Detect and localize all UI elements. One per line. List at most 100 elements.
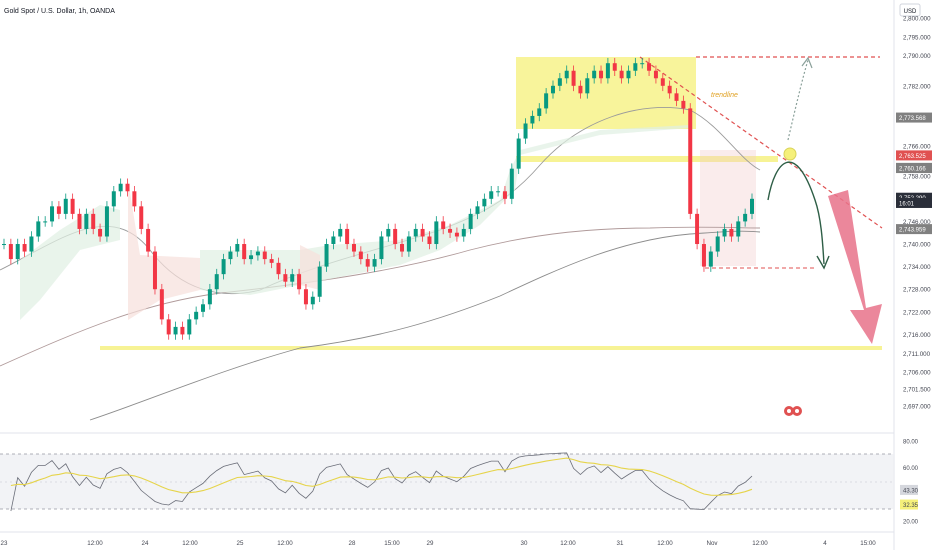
trend-band-left: [20, 205, 120, 320]
price-badge: [896, 150, 932, 161]
time-tick-label: 25: [237, 540, 244, 547]
candle-body: [640, 63, 645, 65]
time-tick-label: 15:00: [384, 540, 400, 547]
candle-body: [496, 191, 501, 193]
candle-body: [750, 198, 754, 214]
price-tick-label: 2,766.000: [903, 144, 931, 151]
drop-range-box: [700, 150, 756, 266]
candle-body: [173, 326, 178, 335]
price-tick-label: 2,706.000: [903, 370, 931, 377]
price-tick-label: 2,746.000: [903, 219, 931, 226]
candle-body: [413, 228, 418, 237]
candle-body: [104, 206, 109, 237]
candle-body: [242, 244, 247, 260]
candle-body: [509, 168, 514, 199]
candle-body: [207, 289, 212, 305]
time-tick-label: 12:00: [752, 540, 768, 547]
candle-body: [221, 259, 226, 275]
candle-body: [152, 251, 157, 290]
candle-body: [187, 319, 192, 335]
retest-point[interactable]: [783, 147, 797, 161]
price-badge: [896, 112, 932, 123]
trend-band-right: [300, 245, 320, 290]
price-badge-label: 2,763.525: [899, 154, 926, 160]
candle-body: [303, 289, 308, 305]
candle-body: [420, 228, 425, 237]
time-tick-label: 12:00: [87, 540, 103, 547]
candle-body: [550, 85, 555, 94]
candle-body: [708, 251, 713, 267]
rsi-tick-label: 80.00: [903, 440, 919, 446]
candle-body: [324, 244, 329, 267]
price-tick-label: 2,722.000: [903, 309, 931, 316]
candle-body: [454, 232, 459, 237]
candle-body: [235, 244, 240, 252]
candle-body: [468, 213, 473, 229]
candle-body: [722, 228, 727, 237]
currency-button[interactable]: USD: [899, 3, 921, 17]
candle-body: [22, 244, 27, 252]
time-tick-label: 30: [521, 540, 528, 547]
bullish-scenario-arrow[interactable]: [787, 59, 809, 141]
candle-body: [283, 274, 288, 282]
price-badges: 2,773.5682,763.5252,760.2142,760.1662,75…: [896, 112, 932, 235]
candle-body: [338, 228, 343, 237]
candle-body: [132, 191, 137, 207]
bearish-scenario-arrow[interactable]: [767, 161, 825, 265]
candle-body: [255, 251, 260, 256]
price-tick-label: 2,711.000: [903, 351, 931, 358]
price-tick-label: 2,740.000: [903, 242, 931, 249]
time-tick-label: Nov: [706, 540, 718, 547]
support-band-2712[interactable]: [100, 346, 882, 350]
candle-body: [84, 213, 89, 229]
time-tick-label: 4: [823, 540, 827, 547]
candle-body: [564, 70, 569, 79]
candle-body: [331, 236, 336, 245]
candle-body: [441, 221, 446, 229]
candle-body: [688, 108, 693, 214]
candle-body: [317, 266, 322, 297]
candle-body: [434, 221, 439, 245]
time-tick-label: 28: [349, 540, 356, 547]
rsi-tick-label: 20.00: [903, 520, 919, 526]
price-axis[interactable]: 2,800.0002,795.0002,790.0002,782.0002,77…: [903, 16, 931, 411]
candle-body: [139, 206, 144, 229]
price-tick-label: 2,728.000: [903, 287, 931, 294]
price-badge: [896, 224, 932, 235]
time-tick-label: 15:00: [860, 540, 876, 547]
price-tick-label: 2,800.000: [903, 16, 931, 23]
candle-body: [276, 262, 281, 275]
ma-mid-line: [89, 230, 761, 421]
candle-body: [98, 228, 103, 237]
candle-body: [63, 198, 68, 214]
price-tick-label: 2,758.000: [903, 174, 931, 181]
support-band-2760[interactable]: [516, 156, 778, 162]
large-down-arrow[interactable]: [828, 190, 882, 344]
time-tick-label: 12:00: [657, 540, 673, 547]
candle-body: [578, 85, 583, 94]
time-tick-label: 12:00: [182, 540, 198, 547]
candle-body: [502, 191, 507, 199]
candle-body: [379, 236, 384, 260]
candle-body: [585, 78, 590, 94]
candle-body: [249, 255, 254, 260]
candle-body: [427, 236, 432, 245]
candle-body: [228, 251, 233, 260]
time-axis[interactable]: 23 12:00 24 12:00 25 12:00 28 15:00 29 30 12:00 31 1…: [1, 540, 877, 547]
rsi-badge: [900, 484, 918, 495]
candle-body: [214, 274, 219, 290]
trend-band-drop: [128, 180, 200, 320]
price-tick-label: 2,716.000: [903, 332, 931, 339]
candle-body: [146, 228, 151, 252]
candle-body: [365, 259, 370, 267]
rsi-axis: 80.00 60.00 43.30 32.35 20.00: [900, 440, 919, 526]
candle-body: [393, 228, 398, 245]
candle-body: [36, 221, 41, 237]
candle-body: [91, 213, 96, 229]
candle-body: [351, 244, 356, 252]
price-tick-label: 2,790.000: [903, 53, 931, 60]
candle-body: [50, 206, 55, 222]
rsi-tick-label: 32.35: [903, 503, 919, 509]
